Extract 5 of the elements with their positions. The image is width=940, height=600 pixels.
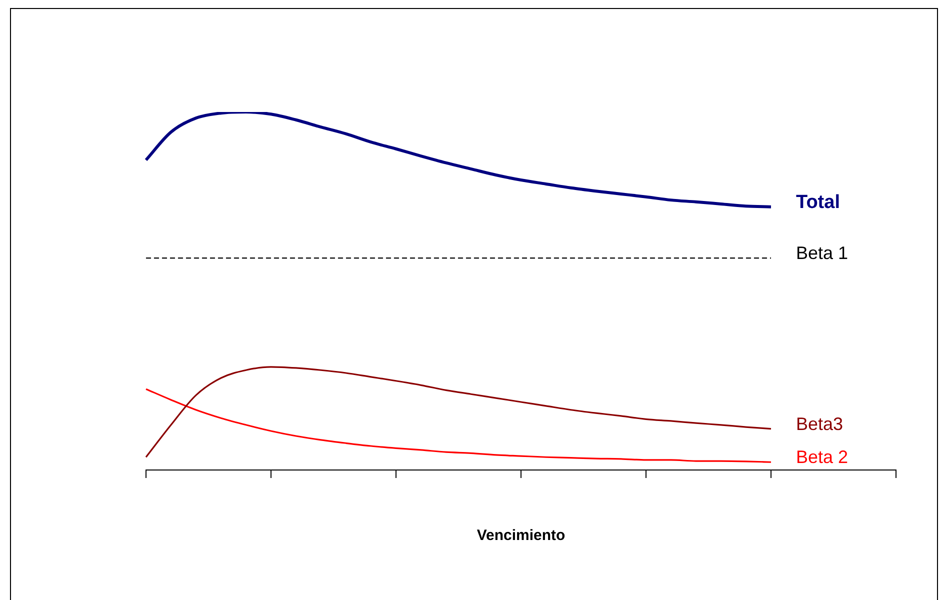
series-label: Beta 1 (796, 243, 848, 264)
series-label: Beta 2 (796, 447, 848, 468)
series-label: Beta3 (796, 414, 844, 434)
x-axis-title: Vencimiento (476, 527, 566, 544)
series-label: Total (796, 192, 840, 214)
